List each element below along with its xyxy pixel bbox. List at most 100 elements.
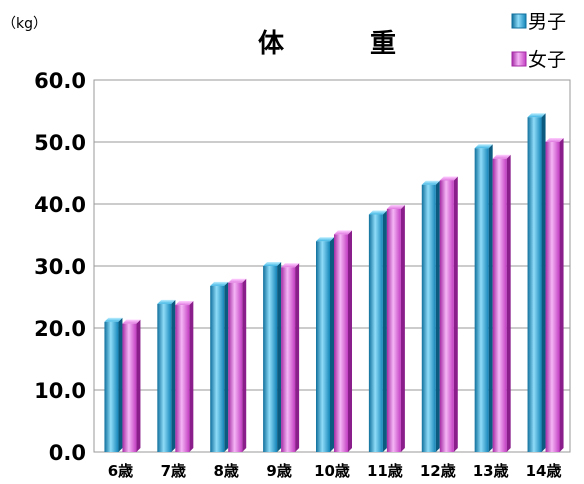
bar-front <box>527 117 542 452</box>
bar-front <box>175 305 190 452</box>
bar-front <box>421 184 436 452</box>
bar-side <box>488 144 493 452</box>
y-tick-label: 50.0 <box>34 131 86 155</box>
bars <box>104 113 564 453</box>
bar-top <box>210 281 229 286</box>
bar-side <box>189 301 194 452</box>
bar-side <box>453 176 458 452</box>
bar-boys <box>474 144 493 452</box>
bar-top <box>386 204 405 209</box>
bar-boys <box>527 113 546 452</box>
y-tick-label: 30.0 <box>34 255 86 279</box>
bar-side <box>171 299 176 452</box>
x-tick-label: 10歳 <box>314 462 350 480</box>
bar-girls <box>228 278 247 452</box>
legend: 男子 女子 <box>511 11 566 71</box>
bar-top <box>316 237 334 242</box>
y-axis-ticks: 0.0 10.0 20.0 30.0 40.0 50.0 60.0 <box>34 69 86 465</box>
bar-side <box>541 113 546 452</box>
x-tick-label: 8歳 <box>214 462 239 480</box>
bar-top <box>334 230 352 235</box>
bar-front <box>263 266 278 452</box>
bar-top <box>175 301 194 306</box>
chart-title-char-2: 重 <box>370 29 396 59</box>
plot-area <box>93 79 571 453</box>
bar-side <box>277 262 282 452</box>
x-axis-ticks: 6歳 7歳 8歳 9歳 10歳 11歳 12歳 13歳 14歳 <box>108 462 562 480</box>
bar-front <box>386 208 401 452</box>
bar-girls <box>492 154 511 453</box>
x-tick-label: 14歳 <box>526 462 562 480</box>
bar-top <box>228 278 247 283</box>
chart-title-char-1: 体 <box>258 29 285 59</box>
bar-side <box>224 281 229 452</box>
bar-front <box>228 282 243 452</box>
bar-top <box>421 180 440 185</box>
bar-boys <box>421 180 440 452</box>
x-tick-label: 6歳 <box>108 462 133 480</box>
x-tick-label: 11歳 <box>367 462 403 480</box>
x-tick-label: 12歳 <box>420 462 456 480</box>
bar-boys <box>157 299 176 452</box>
bar-girls <box>545 138 564 452</box>
bar-front <box>157 303 172 452</box>
bar-front <box>281 267 296 452</box>
x-tick-label: 7歳 <box>161 462 186 480</box>
bar-top <box>527 113 546 118</box>
bar-side <box>242 278 247 452</box>
bar-boys <box>263 262 282 452</box>
bar-front <box>439 180 454 452</box>
bar-top <box>474 144 493 149</box>
bar-side <box>400 204 405 452</box>
bar-girls <box>334 230 352 452</box>
bar-top <box>439 176 458 181</box>
bar-boys <box>368 210 387 452</box>
bar-side <box>435 180 440 452</box>
bar-girls <box>439 176 458 452</box>
x-tick-label: 13歳 <box>473 462 509 480</box>
legend-label-girls: 女子 <box>528 49 566 71</box>
bar-boys <box>210 281 229 452</box>
bar-front <box>316 241 330 452</box>
legend-label-boys: 男子 <box>528 11 566 33</box>
bar-side <box>295 263 300 452</box>
bar-front <box>122 323 137 452</box>
bar-top <box>368 210 387 215</box>
bar-top <box>104 317 123 322</box>
bar-top <box>157 299 176 304</box>
bar-boys <box>316 237 334 452</box>
y-tick-label: 10.0 <box>34 379 86 403</box>
bar-top <box>263 262 282 266</box>
bar-girls <box>281 263 300 452</box>
bar-top <box>545 138 564 142</box>
bar-side <box>330 237 334 452</box>
bar-side <box>382 210 387 452</box>
bar-front <box>474 148 489 452</box>
legend-swatch-boys <box>511 13 527 29</box>
legend-swatch-girls <box>511 51 527 67</box>
x-tick-label: 9歳 <box>266 462 291 480</box>
bar-top <box>122 319 141 324</box>
bar-boys <box>104 317 123 452</box>
bar-side <box>136 319 141 452</box>
bar-front <box>104 321 119 452</box>
y-tick-label: 40.0 <box>34 193 86 217</box>
bar-top <box>492 154 511 159</box>
bar-front <box>492 158 507 453</box>
bar-girls <box>175 301 194 452</box>
y-tick-label: 20.0 <box>34 317 86 341</box>
bar-girls <box>122 319 141 452</box>
bar-front <box>334 234 348 452</box>
y-tick-label: 60.0 <box>34 69 86 93</box>
y-axis-unit-label: （kg） <box>2 16 47 32</box>
bar-side <box>506 154 511 453</box>
bar-side <box>348 230 352 452</box>
y-tick-label: 0.0 <box>49 441 86 465</box>
bar-side <box>118 317 123 452</box>
bar-top <box>281 263 300 268</box>
bar-front <box>545 142 560 452</box>
bar-front <box>210 285 225 452</box>
bar-front <box>368 214 383 452</box>
bar-side <box>559 138 564 452</box>
